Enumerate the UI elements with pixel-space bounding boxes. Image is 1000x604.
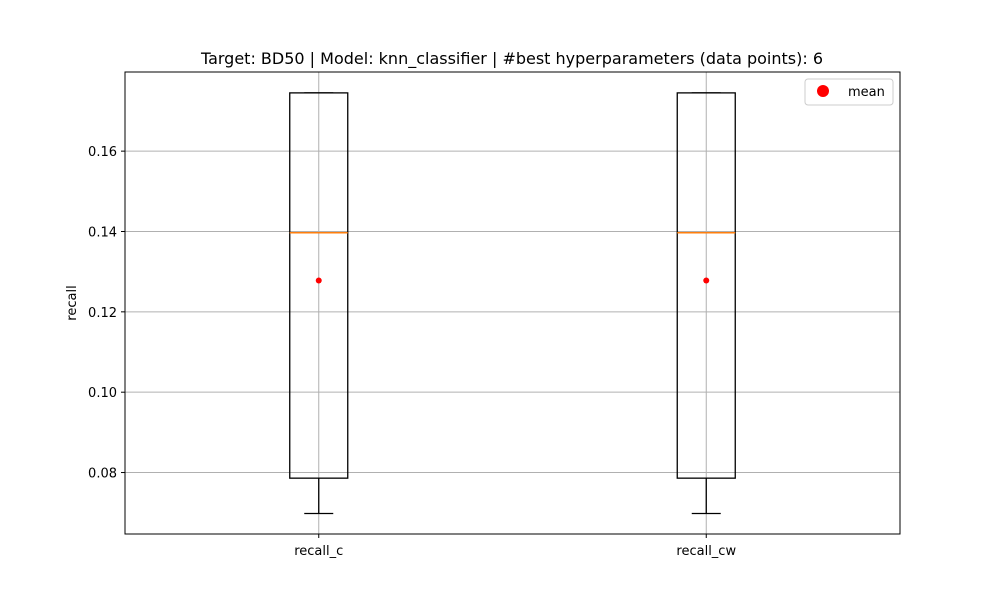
legend: mean [804, 78, 894, 106]
legend-mean-marker [817, 85, 829, 97]
x-tick-label: recall_cw [676, 544, 736, 559]
mean-marker [703, 277, 710, 284]
chart-title: Target: BD50 | Model: knn_classifier | #… [200, 49, 823, 69]
box-body [676, 92, 736, 479]
y-tick-label: 0.16 [88, 145, 117, 160]
y-tick-label: 0.10 [88, 386, 117, 401]
y-axis-ticks: 0.08 0.10 0.12 0.14 0.16 [88, 145, 125, 482]
box-series [289, 92, 736, 515]
legend-frame [804, 78, 894, 106]
box-recall_c [289, 92, 349, 515]
y-tick-label: 0.12 [88, 306, 117, 321]
x-tick-label: recall_c [294, 544, 343, 559]
y-tick-label: 0.08 [88, 467, 117, 482]
box-recall_cw [676, 92, 736, 515]
box-body [289, 92, 349, 479]
x-axis-ticks: recall_c recall_cw [294, 534, 736, 559]
grid-lines [125, 72, 900, 534]
y-tick-label: 0.14 [88, 225, 117, 240]
plot-area-frame [124, 71, 901, 535]
mean-marker [315, 277, 322, 284]
y-axis-label: recall [65, 285, 80, 320]
legend-mean-label: mean [848, 85, 885, 100]
